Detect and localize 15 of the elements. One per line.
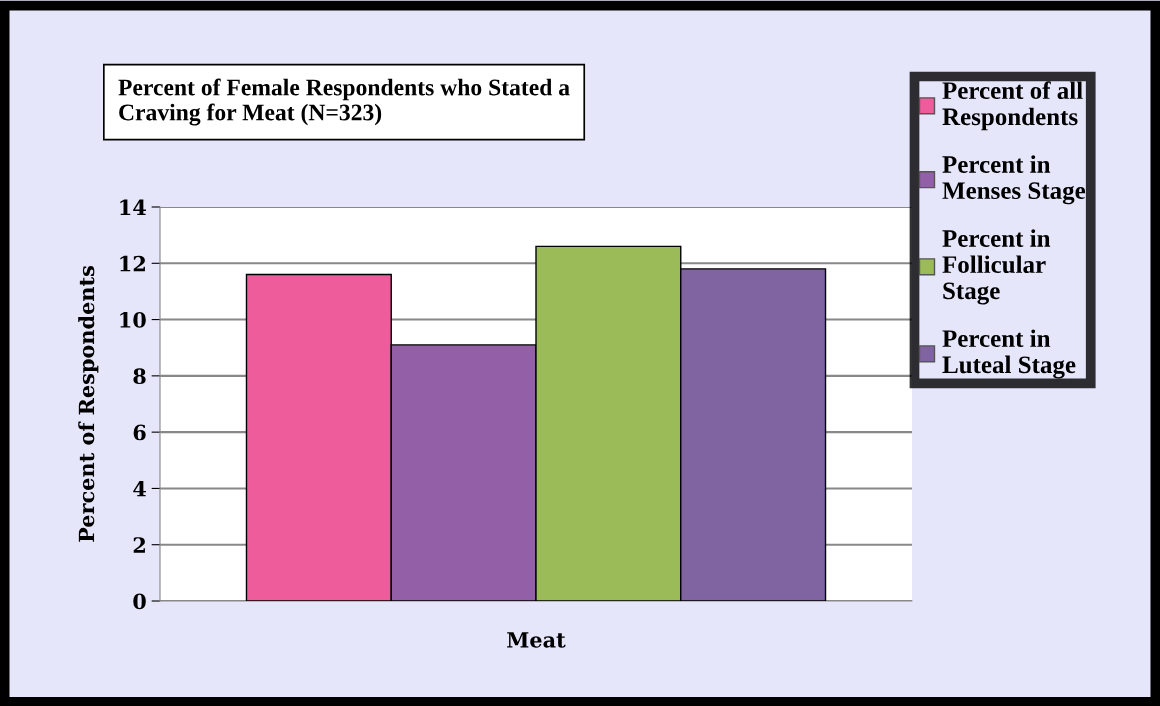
x-tick-label: Meat <box>507 632 566 648</box>
y-tick-label: 10 <box>120 312 146 328</box>
chart-title: Percent of Female Respondents who Stated a Craving for Meat (N=323) <box>118 78 570 126</box>
y-tick-label: 6 <box>133 424 146 441</box>
legend-label: Percent in Menses Stage <box>942 155 1086 205</box>
y-tick-label: 4 <box>133 480 146 497</box>
y-tick-label: 12 <box>120 255 145 272</box>
y-axis-title: Percent of Respondents <box>78 266 99 542</box>
y-tick-label: 8 <box>133 368 146 385</box>
legend-label: Percent in Follicular Stage <box>942 229 1051 305</box>
y-tick-label: 14 <box>120 199 146 215</box>
y-tick-label: 2 <box>133 537 145 553</box>
y-tick-label: 0 <box>133 593 146 610</box>
legend-label: Percent of all Respondents <box>942 81 1083 131</box>
legend-label: Percent in Luteal Stage <box>942 329 1076 379</box>
